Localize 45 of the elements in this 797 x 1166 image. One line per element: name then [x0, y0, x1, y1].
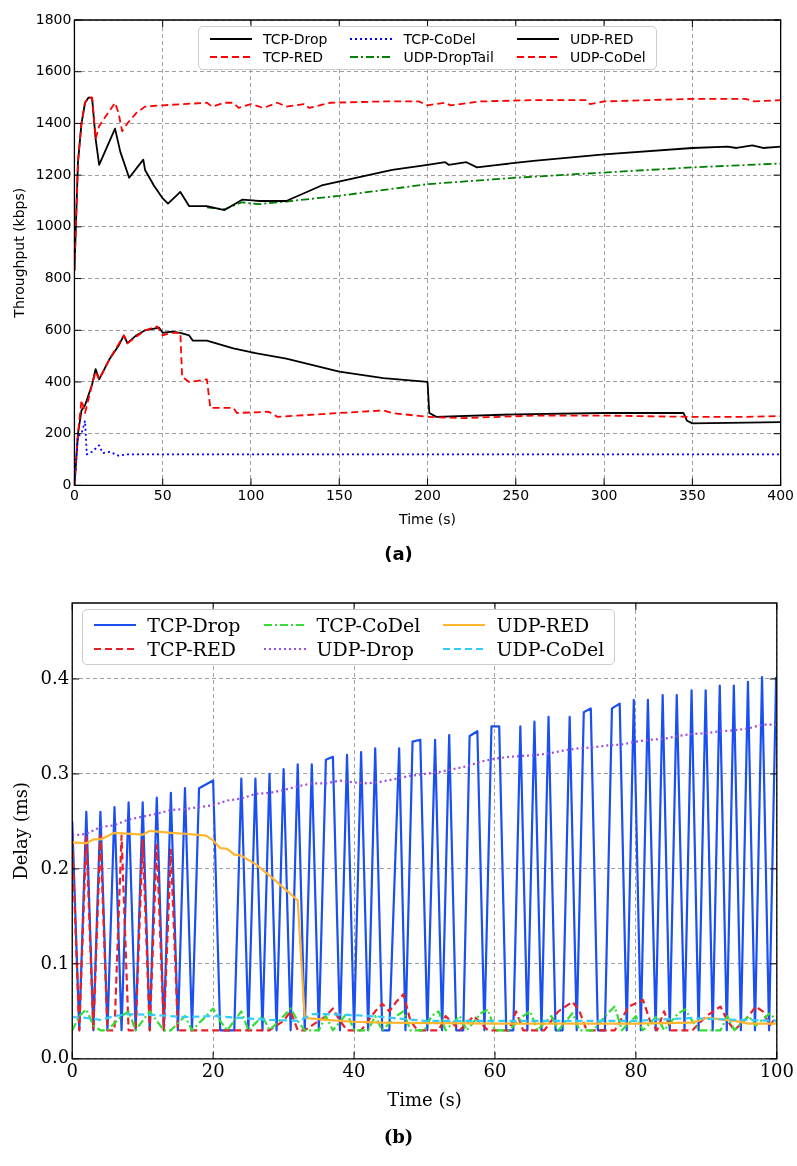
x-tick-label: 350	[679, 487, 706, 504]
legend-label: UDP-RED	[569, 31, 634, 47]
y-tick-label: 0.4	[40, 666, 70, 688]
text: (a)	[383, 543, 414, 564]
y-tick-label: 1000	[35, 217, 72, 234]
y-tick-label: 200	[44, 424, 72, 441]
y-tick-label: 0	[62, 476, 72, 493]
y-tick-label: 1800	[35, 10, 72, 27]
y-tick-label: 600	[44, 320, 72, 337]
x-tick-label: 250	[502, 487, 530, 504]
x-axis-title: Time (s)	[398, 511, 456, 528]
x-tick-label: 60	[483, 1060, 507, 1082]
legend-label: TCP-CoDel	[403, 31, 476, 47]
y-tick-label: 400	[44, 372, 72, 389]
y-axis-title: Throughput (kbps)	[11, 187, 28, 319]
x-tick-label: 50	[153, 487, 172, 504]
legend-label: UDP-CoDel	[569, 49, 646, 65]
x-tick-label: 80	[624, 1060, 648, 1082]
y-tick-label: 0.2	[40, 856, 70, 878]
x-axis-title: Time (s)	[387, 1088, 462, 1110]
y-axis-title: Delay (ms)	[10, 781, 32, 880]
y-tick-label: 0.3	[40, 761, 70, 783]
y-tick-label: 1200	[35, 165, 72, 182]
x-tick-label: 40	[342, 1060, 366, 1082]
x-tick-label: 20	[201, 1060, 225, 1082]
y-tick-label: 800	[44, 269, 72, 286]
x-tick-label: 100	[759, 1060, 794, 1082]
legend-label: TCP-CoDel	[316, 614, 421, 636]
x-tick-label: 400	[767, 487, 795, 504]
x-tick-label: 200	[414, 487, 441, 504]
legend-label: TCP-RED	[263, 49, 324, 65]
x-tick-label: 100	[237, 487, 265, 504]
x-tick-label: 300	[590, 487, 618, 504]
legend-label: UDP-CoDel	[496, 638, 605, 660]
y-tick-label: 1600	[35, 62, 72, 79]
legend-label: UDP-Drop	[316, 638, 414, 660]
text: (b)	[382, 1126, 415, 1147]
legend-label: TCP-Drop	[147, 614, 241, 636]
legend-label: UDP-DropTail	[403, 49, 494, 65]
legend-label: TCP-Drop	[263, 31, 328, 47]
x-tick-label: 150	[325, 487, 353, 504]
legend-label: UDP-RED	[496, 614, 590, 636]
y-tick-label: 0.1	[40, 951, 70, 973]
legend-label: TCP-RED	[147, 638, 237, 660]
y-tick-label: 1400	[35, 114, 72, 131]
